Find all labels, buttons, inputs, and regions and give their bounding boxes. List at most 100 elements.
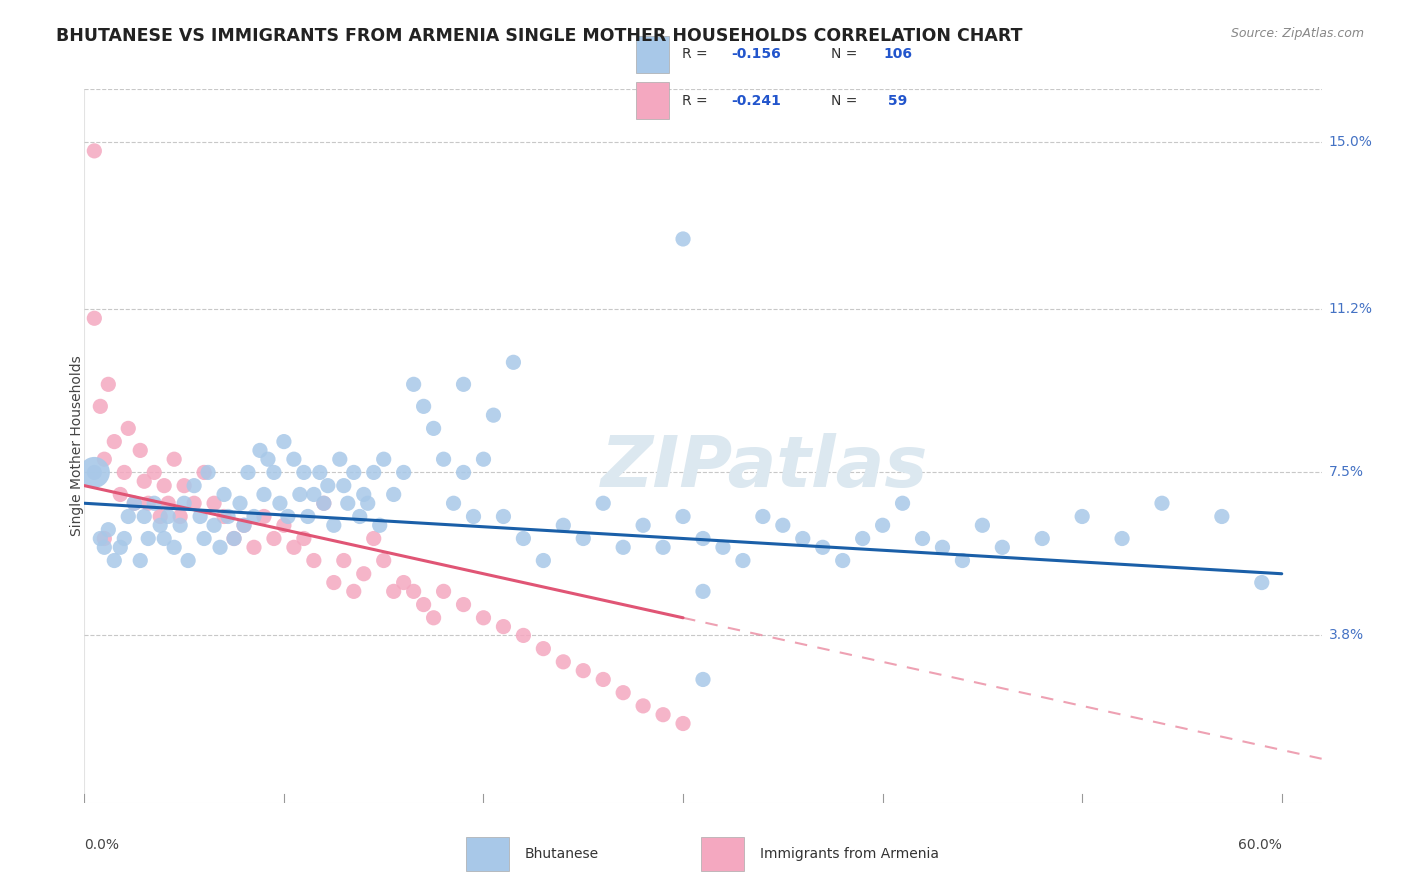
Point <box>229 496 252 510</box>
Point <box>592 673 614 687</box>
Point <box>612 541 634 555</box>
Point <box>831 553 853 567</box>
Point <box>931 541 953 555</box>
Point <box>269 496 291 510</box>
Point <box>136 496 159 510</box>
Point <box>117 421 139 435</box>
Point <box>991 541 1014 555</box>
Point <box>349 509 371 524</box>
Point <box>173 478 195 492</box>
Point <box>631 518 654 533</box>
Point <box>122 496 145 510</box>
Point <box>292 532 315 546</box>
Point <box>263 532 285 546</box>
Point <box>872 518 894 533</box>
Point <box>631 698 654 713</box>
Point <box>363 466 385 480</box>
Point <box>672 232 695 246</box>
Point <box>129 443 152 458</box>
Text: 106: 106 <box>883 47 912 62</box>
Point <box>263 466 285 480</box>
Point <box>1031 532 1053 546</box>
Text: 60.0%: 60.0% <box>1237 838 1282 852</box>
Point <box>273 518 295 533</box>
Point <box>453 377 475 392</box>
Text: R =: R = <box>682 47 711 62</box>
Text: ZIPatlas: ZIPatlas <box>602 433 928 502</box>
Point <box>363 532 385 546</box>
Point <box>308 466 330 480</box>
Point <box>353 487 375 501</box>
Point <box>353 566 375 581</box>
Text: N =: N = <box>831 94 862 108</box>
Point <box>852 532 875 546</box>
Text: 7.5%: 7.5% <box>1329 466 1364 479</box>
Point <box>233 518 256 533</box>
Point <box>93 452 115 467</box>
Point <box>297 509 319 524</box>
Point <box>711 541 734 555</box>
Point <box>136 532 159 546</box>
Point <box>188 509 211 524</box>
Point <box>1150 496 1173 510</box>
Point <box>117 509 139 524</box>
Point <box>249 443 271 458</box>
Point <box>572 664 595 678</box>
Point <box>531 641 554 656</box>
Point <box>157 496 180 510</box>
Point <box>692 673 714 687</box>
Point <box>412 400 434 414</box>
Point <box>169 509 191 524</box>
Point <box>97 377 120 392</box>
Point <box>553 518 575 533</box>
Point <box>253 509 276 524</box>
Point <box>83 466 105 480</box>
Point <box>972 518 994 533</box>
Point <box>502 355 524 369</box>
Bar <box>465 837 509 871</box>
Point <box>652 707 675 722</box>
Point <box>112 466 135 480</box>
Point <box>236 466 259 480</box>
Text: 59: 59 <box>883 94 908 108</box>
Point <box>273 434 295 449</box>
Text: 3.8%: 3.8% <box>1329 628 1364 642</box>
Bar <box>636 82 669 119</box>
Point <box>592 496 614 510</box>
Point <box>153 478 176 492</box>
Point <box>202 518 225 533</box>
Point <box>134 509 156 524</box>
Point <box>193 466 215 480</box>
Point <box>336 496 359 510</box>
Point <box>333 478 356 492</box>
Point <box>792 532 814 546</box>
Point <box>129 553 152 567</box>
Point <box>292 466 315 480</box>
Point <box>302 553 325 567</box>
Point <box>422 421 444 435</box>
Point <box>492 509 515 524</box>
Point <box>193 532 215 546</box>
Text: R =: R = <box>682 94 711 108</box>
Point <box>412 598 434 612</box>
Point <box>149 509 172 524</box>
Point <box>453 466 475 480</box>
Point <box>368 518 391 533</box>
Point <box>209 541 232 555</box>
Point <box>382 487 405 501</box>
Point <box>103 434 125 449</box>
Text: Bhutanese: Bhutanese <box>524 847 599 861</box>
Point <box>432 452 454 467</box>
Point <box>373 553 395 567</box>
Point <box>222 532 245 546</box>
Point <box>93 541 115 555</box>
Point <box>257 452 280 467</box>
Point <box>692 532 714 546</box>
Point <box>343 466 366 480</box>
Point <box>512 628 534 642</box>
Point <box>177 553 200 567</box>
Point <box>329 452 352 467</box>
Point <box>402 377 425 392</box>
Text: Source: ZipAtlas.com: Source: ZipAtlas.com <box>1230 27 1364 40</box>
Text: 0.0%: 0.0% <box>84 838 120 852</box>
